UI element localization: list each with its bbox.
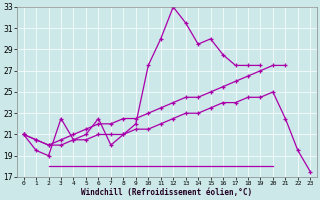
X-axis label: Windchill (Refroidissement éolien,°C): Windchill (Refroidissement éolien,°C) xyxy=(81,188,252,197)
